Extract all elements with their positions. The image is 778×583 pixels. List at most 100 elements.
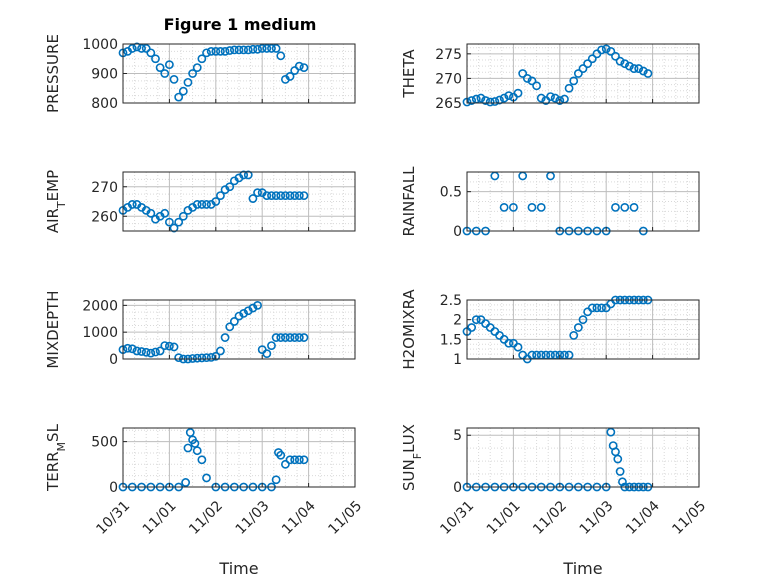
- data-point: [527, 202, 537, 212]
- y-tick-label: 2000: [82, 298, 118, 314]
- subplot-h2omixra: 1 1.5 2 2.5 H2OMIXRA: [400, 289, 700, 370]
- data-point: [151, 54, 160, 64]
- data-point: [606, 46, 616, 56]
- y-tick-label: 1000: [82, 325, 118, 341]
- data-point: [499, 202, 509, 212]
- data-point: [587, 303, 597, 313]
- data-point: [137, 44, 146, 53]
- x-tick-label: 11/05: [325, 498, 365, 538]
- data-point: [294, 191, 304, 200]
- data-point: [123, 343, 133, 353]
- data-point: [532, 81, 541, 91]
- y-tick-label: 5: [453, 428, 462, 444]
- data-point: [155, 346, 165, 356]
- data-point: [294, 61, 304, 71]
- y-axis-label: PRESSURE: [44, 34, 62, 113]
- data-point: [192, 446, 202, 456]
- subplot-theta: 265 270 275 THETA: [400, 43, 700, 112]
- data-point: [299, 455, 309, 465]
- data-point: [578, 64, 588, 73]
- y-tick-label: 2: [453, 313, 462, 329]
- data-point: [127, 44, 137, 53]
- data-point: [239, 170, 249, 180]
- data-point: [174, 217, 184, 227]
- data-point: [169, 223, 179, 233]
- data-point: [225, 46, 235, 55]
- data-point: [536, 202, 546, 212]
- data-point: [280, 459, 290, 469]
- data-point: [146, 208, 156, 218]
- data-point: [160, 69, 170, 78]
- data-point: [197, 54, 207, 64]
- x-tick-label: 10/31: [93, 498, 133, 538]
- data-point: [504, 338, 514, 348]
- data-point: [132, 42, 142, 52]
- data-point: [183, 443, 193, 453]
- axes-box: [466, 427, 700, 488]
- data-point: [225, 322, 235, 332]
- data-point: [285, 191, 295, 200]
- data-point: [280, 333, 290, 342]
- data-point: [229, 317, 239, 326]
- data-point: [583, 59, 593, 69]
- data-point: [467, 323, 477, 332]
- data-point: [164, 60, 174, 70]
- data-point: [634, 64, 644, 73]
- data-point: [127, 344, 137, 354]
- data-point: [197, 455, 207, 465]
- data-point: [248, 194, 258, 203]
- data-point: [192, 200, 202, 209]
- data-point: [174, 353, 184, 363]
- data-point: [276, 191, 286, 200]
- data-point: [188, 69, 197, 78]
- data-point: [597, 303, 606, 313]
- y-tick-label: 1: [453, 352, 462, 368]
- plot-area: [467, 428, 699, 487]
- y-axis-label: THETA: [400, 49, 418, 99]
- y-axis-label: H2OMIXRA: [400, 289, 418, 370]
- data-point: [504, 91, 514, 101]
- data-point: [146, 48, 156, 58]
- data-point: [202, 473, 211, 483]
- data-point: [629, 202, 639, 212]
- data-point: [216, 346, 225, 356]
- y-tick-label: 1000: [82, 37, 118, 53]
- x-tick-label: 11/02: [530, 498, 570, 538]
- x-axis-label: Time: [562, 559, 602, 578]
- data-point: [618, 477, 627, 487]
- x-tick-label: 11/03: [233, 498, 273, 538]
- data-point: [164, 217, 174, 227]
- data-point: [127, 200, 137, 209]
- figure-title: Figure 1 medium: [164, 15, 317, 34]
- data-point: [490, 97, 500, 106]
- data-point: [620, 59, 630, 69]
- data-point: [555, 96, 565, 105]
- data-point: [202, 200, 211, 209]
- data-point: [476, 93, 486, 103]
- data-point: [169, 75, 179, 84]
- data-point: [243, 170, 253, 180]
- data-point: [569, 330, 579, 340]
- data-point: [202, 353, 211, 363]
- y-axis-label: RAINFALL: [400, 166, 418, 237]
- x-tick-label: 11/01: [484, 498, 524, 538]
- y-tick-label: 0.5: [440, 185, 462, 201]
- x-tick-label: 11/01: [140, 498, 180, 538]
- data-point: [597, 45, 606, 55]
- data-point: [495, 95, 504, 105]
- data-point: [164, 341, 174, 351]
- data-point: [257, 44, 267, 53]
- data-point: [290, 191, 300, 200]
- data-point: [267, 44, 276, 53]
- data-point: [485, 97, 495, 107]
- axes-box: [122, 299, 356, 360]
- data-point: [643, 69, 653, 78]
- data-point: [151, 347, 160, 357]
- plot-area: [467, 172, 699, 231]
- data-point: [178, 211, 188, 221]
- data-point: [290, 333, 300, 342]
- data-point: [592, 303, 602, 313]
- data-point: [294, 333, 304, 342]
- data-point: [178, 86, 188, 96]
- data-point: [518, 69, 528, 78]
